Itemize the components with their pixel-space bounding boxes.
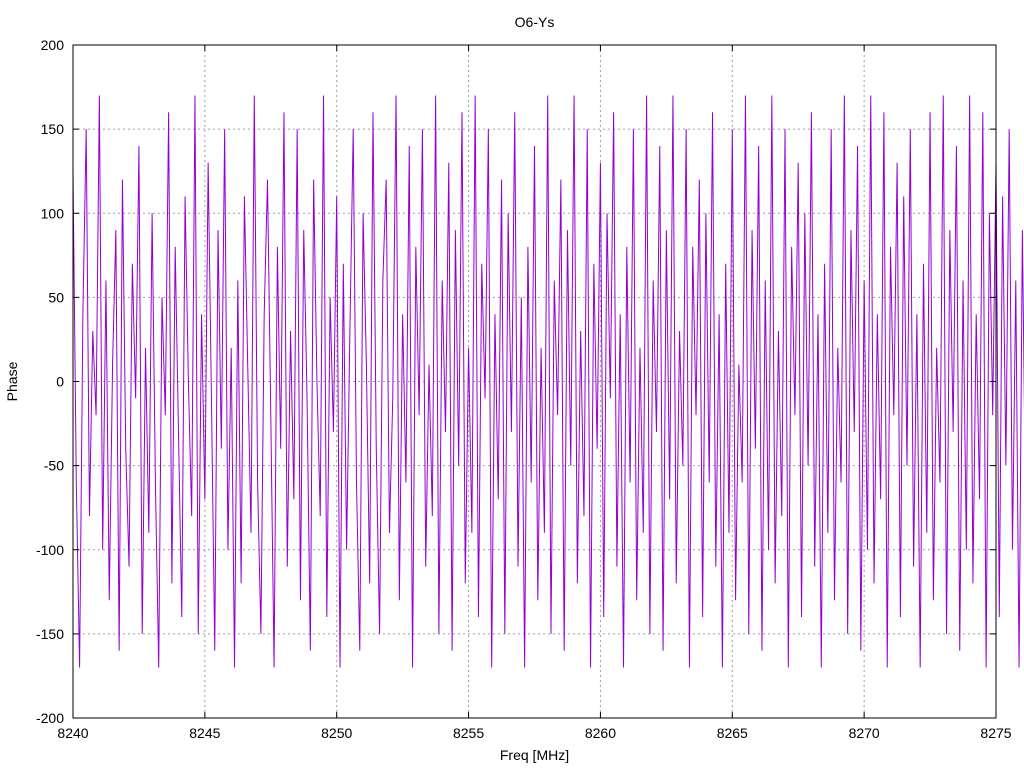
y-tick-label: -150 [36,626,64,642]
x-tick-label: 8260 [585,725,616,741]
y-tick-label: 0 [56,374,64,390]
x-tick-label: 8245 [189,725,220,741]
x-tick-label: 8255 [453,725,484,741]
x-tick-label: 8270 [849,725,880,741]
y-tick-label: -50 [44,458,64,474]
y-tick-label: 100 [41,205,65,221]
y-tick-label: -200 [36,710,64,726]
x-tick-label: 8265 [717,725,748,741]
x-tick-label: 8250 [321,725,352,741]
series-layer [72,95,1024,668]
y-tick-label: 200 [41,37,65,53]
x-tick-label: 8275 [980,725,1011,741]
chart-title: O6-Ys [515,14,555,30]
x-tick-label: 8240 [57,725,88,741]
axis-ticks: 8240 8245 8250 8255 8260 8265 8270 8275 -200 -150… [36,37,1012,741]
y-tick-label: 50 [48,289,64,305]
y-tick-label: 150 [41,121,65,137]
y-tick-label: -100 [36,542,64,558]
series-line [72,95,1024,668]
x-axis-label: Freq [MHz] [500,747,569,763]
y-axis-label: Phase [4,361,20,401]
